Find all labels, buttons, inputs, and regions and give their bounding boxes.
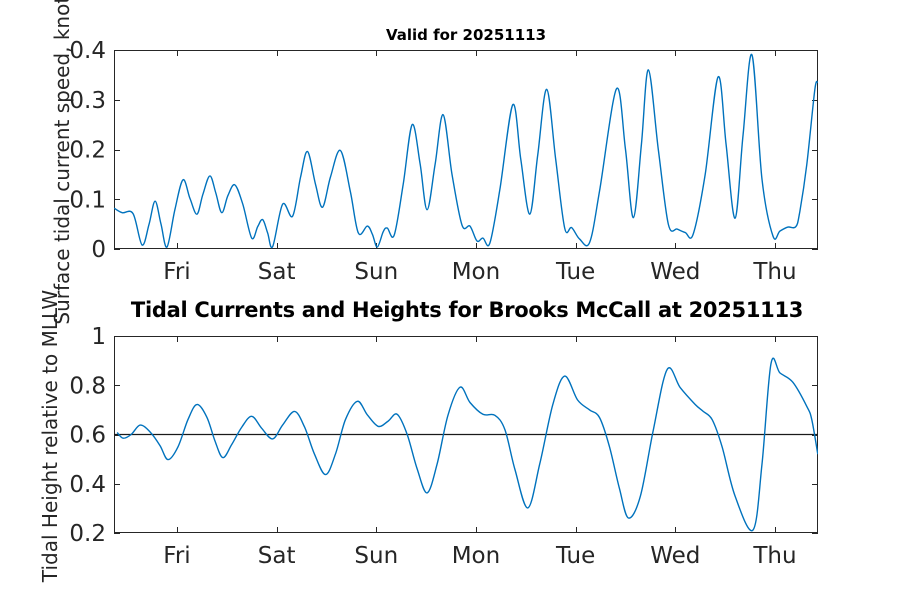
y-tick-label: 0.4	[69, 38, 106, 64]
main-chart-title: Tidal Currents and Heights for Brooks Mc…	[130, 298, 804, 322]
x-tick-label: Thu	[752, 259, 796, 285]
y-tick-label: 0	[91, 237, 106, 263]
x-tick-label: Sat	[258, 259, 296, 285]
x-tick-label: Fri	[163, 259, 190, 285]
tidal-height-curve	[116, 357, 818, 532]
chart-area-1: Fri Sat Sun Mon Tue Wed Thu 0.2 0.4 0.6 0.8 1	[69, 324, 818, 569]
y-tick-label: 0.6	[69, 423, 106, 449]
x-tick-label: Wed	[650, 259, 700, 285]
x-tick-label: Mon	[452, 543, 501, 569]
y-tick-label: 1	[91, 324, 106, 350]
y-axis-label-tidal-height: Tidal Height relative to MLLW	[38, 289, 62, 583]
x-tick-label: Thu	[752, 543, 796, 569]
x-tick-label: Sun	[354, 543, 398, 569]
current-speed-curve	[114, 53, 818, 249]
y-tick-label: 0.8	[69, 373, 106, 399]
y-tick-label: 0.2	[69, 521, 106, 547]
y-tick-label: 0.3	[69, 88, 106, 114]
top-chart-title: Valid for 20251113	[385, 26, 547, 44]
y-tick-label: 0.4	[69, 472, 106, 498]
y-axis-label-current-speed: Surface tidal current speed, knots	[50, 0, 74, 325]
x-tick-label: Tue	[555, 543, 595, 569]
y-tick-label: 0.2	[69, 138, 106, 164]
y-tick-label: 0.1	[69, 187, 106, 213]
x-tick-label: Wed	[650, 543, 700, 569]
x-tick-label: Fri	[163, 543, 190, 569]
chart-area-0: Fri Sat Sun Mon Tue Wed Thu 0 0.1 0.2 0.3 0.4	[69, 38, 818, 285]
x-tick-label: Sat	[258, 543, 296, 569]
axes-box	[114, 50, 818, 249]
x-tick-label: Mon	[452, 259, 501, 285]
x-tick-label: Tue	[555, 259, 595, 285]
x-tick-label: Sun	[354, 259, 398, 285]
